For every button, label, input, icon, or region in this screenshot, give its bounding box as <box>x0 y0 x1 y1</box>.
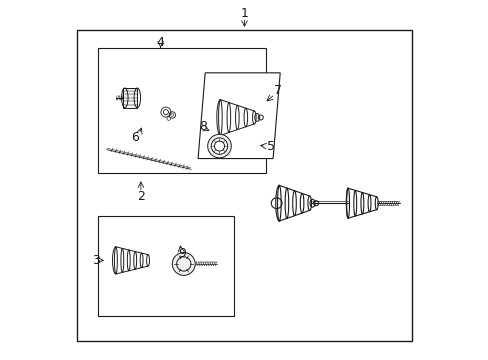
Bar <box>77 30 411 341</box>
Circle shape <box>207 134 231 158</box>
Circle shape <box>211 138 227 154</box>
Text: 7: 7 <box>274 84 282 97</box>
Bar <box>123 88 137 108</box>
Circle shape <box>172 252 195 275</box>
Bar <box>98 216 233 316</box>
Ellipse shape <box>122 88 128 108</box>
Bar <box>98 48 265 173</box>
Bar <box>123 88 137 108</box>
Polygon shape <box>198 73 280 158</box>
Text: 9: 9 <box>178 247 185 260</box>
Text: 1: 1 <box>240 8 248 21</box>
Text: 6: 6 <box>131 131 139 144</box>
Text: 5: 5 <box>267 140 275 153</box>
Text: 2: 2 <box>137 190 144 203</box>
Text: 3: 3 <box>92 254 100 267</box>
Text: 8: 8 <box>199 120 207 133</box>
Text: 4: 4 <box>156 36 164 49</box>
